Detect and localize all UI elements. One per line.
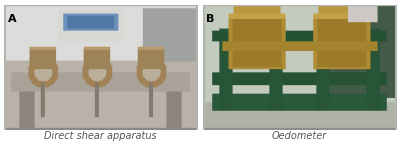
Text: Direct shear apparatus: Direct shear apparatus (44, 131, 157, 141)
Text: A: A (8, 14, 16, 24)
Text: B: B (206, 14, 215, 24)
Text: Oedometer: Oedometer (272, 131, 327, 141)
